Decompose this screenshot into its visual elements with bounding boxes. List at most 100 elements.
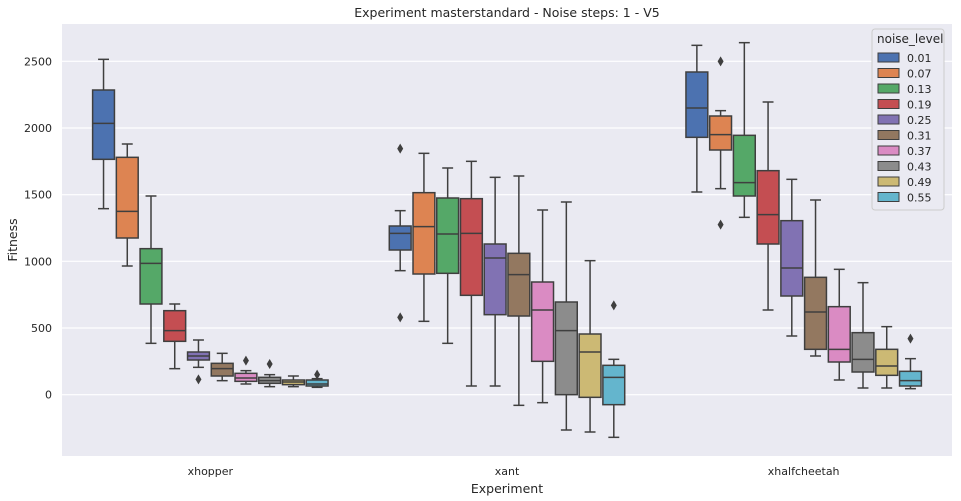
box-body	[139, 247, 163, 305]
box-0.07-xant	[412, 152, 436, 323]
box-body	[305, 379, 329, 387]
box-body	[827, 305, 851, 363]
box-body	[483, 243, 507, 316]
outlier-marker	[717, 56, 724, 67]
legend-entry-label: 0.43	[907, 161, 932, 174]
box-0.31-xant	[507, 175, 531, 407]
box-0.37-xant	[530, 209, 555, 404]
outlier-marker	[907, 333, 914, 344]
x-tick-labels: xhopper xant xhalfcheetah	[188, 465, 840, 478]
legend-entry-label: 0.13	[907, 83, 932, 96]
box-0.31-xhalfcheetah	[803, 199, 828, 357]
box-0.49-xhopper	[281, 375, 306, 388]
x-tick-label: xhopper	[188, 465, 234, 478]
box-0.49-xant	[578, 259, 602, 433]
box-body	[732, 134, 757, 197]
box-body	[412, 191, 436, 275]
box-body	[602, 364, 626, 406]
box-body	[530, 281, 555, 363]
legend-entry-label: 0.01	[907, 52, 932, 65]
box-body	[803, 276, 828, 351]
legend-swatch	[877, 114, 900, 125]
box-body	[115, 156, 139, 239]
y-tick-labels: 0 500 1000 1500 2000 2500	[24, 55, 52, 401]
outlier-marker	[314, 369, 321, 380]
box-0.55-xant	[602, 300, 626, 439]
legend: noise_level 0.01 0.07 0.13 0.19 0.25 0.31 0.37…	[871, 28, 945, 211]
box-body	[685, 71, 709, 139]
box-body	[91, 89, 116, 161]
legend-swatch	[877, 68, 900, 78]
box-0.01-xant	[388, 143, 412, 323]
box-0.55-xhalfcheetah	[898, 333, 923, 390]
x-axis-label: Experiment	[471, 481, 543, 496]
box-body	[756, 169, 780, 245]
legend-swatch	[877, 192, 900, 202]
box-body	[435, 197, 460, 275]
x-tick-label: xhalfcheetah	[768, 465, 840, 478]
legend-entry-label: 0.25	[907, 114, 932, 127]
x-tick-label: xant	[495, 465, 520, 478]
box-series	[91, 41, 923, 439]
outlier-marker	[242, 355, 249, 366]
box-body	[875, 348, 899, 377]
legend-entry-label: 0.07	[907, 68, 932, 81]
box-0.01-xhalfcheetah	[685, 44, 709, 193]
y-tick-label: 1000	[24, 255, 52, 268]
box-0.25-xhopper	[186, 339, 211, 385]
outlier-marker	[397, 312, 404, 323]
box-0.55-xhopper	[305, 369, 329, 389]
outlier-marker	[195, 374, 202, 385]
box-0.25-xant	[483, 176, 507, 387]
box-body	[163, 309, 187, 343]
box-0.19-xhopper	[163, 303, 187, 370]
box-0.37-xhopper	[234, 355, 258, 385]
y-tick-label: 500	[31, 322, 52, 335]
legend-swatch	[877, 176, 900, 187]
box-0.43-xhopper	[257, 359, 282, 388]
legend-swatch	[877, 83, 900, 94]
box-0.43-xant	[554, 201, 579, 431]
box-0.37-xhalfcheetah	[827, 268, 851, 381]
box-0.43-xhalfcheetah	[851, 281, 875, 389]
legend-title: noise_level	[877, 32, 943, 46]
box-body	[507, 252, 531, 317]
box-0.49-xhalfcheetah	[875, 325, 899, 389]
box-0.19-xhalfcheetah	[756, 101, 780, 311]
legend-entry-label: 0.55	[907, 192, 932, 205]
y-gridlines	[62, 60, 952, 396]
legend-swatch	[877, 99, 900, 109]
box-0.13-xhopper	[139, 195, 163, 345]
box-0.01-xhopper	[91, 58, 116, 210]
box-0.07-xhopper	[115, 143, 139, 267]
outlier-marker	[717, 219, 724, 230]
y-tick-label: 0	[45, 389, 52, 402]
box-body	[459, 197, 484, 297]
box-body	[554, 301, 579, 396]
plot-area-background	[62, 24, 952, 456]
box-body	[388, 225, 412, 251]
y-tick-label: 1500	[24, 189, 52, 202]
outlier-marker	[266, 359, 273, 369]
box-body	[851, 331, 875, 373]
legend-swatch	[877, 145, 900, 156]
legend-entry-label: 0.19	[907, 99, 932, 112]
y-tick-label: 2000	[24, 122, 52, 135]
box-body	[210, 362, 234, 377]
y-axis-label: Fitness	[5, 218, 20, 261]
box-0.13-xhalfcheetah	[732, 41, 757, 219]
legend-swatch	[877, 130, 900, 140]
legend-swatch	[877, 52, 900, 63]
box-body	[578, 333, 602, 399]
box-body	[708, 115, 733, 151]
outlier-marker	[397, 143, 404, 154]
y-tick-label: 2500	[24, 55, 52, 68]
box-body	[780, 219, 804, 297]
chart-title: Experiment masterstandard - Noise steps:…	[354, 5, 659, 20]
legend-swatch	[877, 161, 900, 171]
box-0.25-xhalfcheetah	[780, 178, 804, 337]
legend-entry-label: 0.31	[907, 130, 932, 143]
box-0.31-xhopper	[210, 352, 234, 382]
outlier-marker	[610, 300, 617, 311]
